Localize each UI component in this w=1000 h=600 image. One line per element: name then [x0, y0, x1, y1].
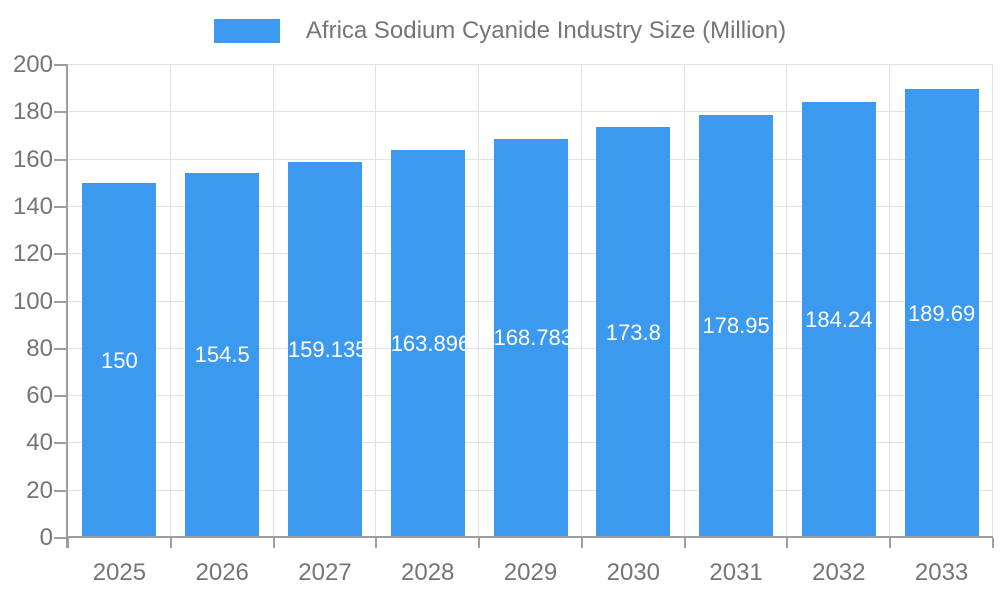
- x-axis-label: 2033: [914, 559, 969, 586]
- y-axis-tick: [54, 395, 68, 397]
- x-axis-tick: [684, 538, 686, 548]
- v-gridline: [375, 65, 376, 538]
- y-axis-label: 100: [12, 288, 53, 315]
- v-gridline: [889, 65, 890, 538]
- bar-value-label: 150: [101, 347, 138, 373]
- x-axis-tick: [170, 538, 172, 548]
- v-gridline: [786, 65, 787, 538]
- x-axis-tick: [992, 538, 994, 548]
- y-axis-label: 160: [12, 146, 53, 173]
- bar-value-label: 159.135: [287, 336, 362, 362]
- v-gridline: [478, 65, 479, 538]
- bar[interactable]: 184.24: [801, 102, 876, 538]
- h-gridline: [68, 64, 993, 65]
- bar[interactable]: 154.5: [185, 172, 260, 538]
- y-axis-tick: [54, 442, 68, 444]
- y-axis-tick: [54, 490, 68, 492]
- y-axis-label: 120: [12, 240, 53, 267]
- x-axis-label: 2032: [812, 559, 866, 586]
- bar-value-label: 184.24: [805, 307, 873, 333]
- x-axis-label: 2025: [92, 559, 147, 586]
- legend-title: Africa Sodium Cyanide Industry Size (Mil…: [305, 17, 787, 44]
- x-axis-label: 2031: [709, 559, 763, 586]
- y-axis-tick: [54, 348, 68, 350]
- y-axis-label: 180: [12, 98, 53, 125]
- bar[interactable]: 168.783: [493, 138, 568, 538]
- bar-value-label: 173.8: [605, 319, 661, 345]
- y-axis-label: 40: [26, 429, 53, 456]
- bar-value-label: 189.69: [907, 300, 976, 326]
- bar-value-label: 154.5: [194, 342, 250, 368]
- x-axis-tick: [273, 538, 275, 548]
- bar[interactable]: 189.69: [904, 89, 979, 538]
- bar-value-label: 168.783: [493, 325, 568, 351]
- y-axis-tick: [54, 206, 68, 208]
- x-axis-label: 2028: [401, 559, 455, 586]
- x-axis-tick: [889, 538, 891, 548]
- x-axis-line: [68, 536, 993, 538]
- v-gridline: [170, 65, 171, 538]
- bar[interactable]: 173.8: [596, 127, 671, 538]
- y-axis-label: 60: [26, 382, 53, 409]
- bar[interactable]: 163.896: [390, 150, 465, 538]
- chart-legend[interactable]: Africa Sodium Cyanide Industry Size (Mil…: [0, 17, 1000, 45]
- v-gridline: [273, 65, 274, 538]
- x-axis-tick: [581, 538, 583, 548]
- bar-value-label: 163.896: [390, 331, 465, 357]
- x-axis-label: 2026: [195, 559, 249, 586]
- y-axis-label: 20: [26, 477, 53, 504]
- y-axis-tick: [54, 159, 68, 161]
- x-axis-label: 2030: [606, 559, 660, 586]
- y-axis-line: [66, 65, 68, 548]
- v-gridline: [581, 65, 582, 538]
- y-axis-label: 200: [12, 51, 53, 78]
- x-axis-label: 2027: [298, 559, 352, 586]
- x-axis-tick: [786, 538, 788, 548]
- bar-value-label: 178.95: [702, 313, 770, 339]
- bar[interactable]: 159.135: [287, 161, 362, 538]
- y-axis-tick: [54, 64, 68, 66]
- y-axis-tick: [54, 253, 68, 255]
- bar[interactable]: 178.95: [699, 114, 774, 538]
- x-axis-tick: [478, 538, 480, 548]
- y-axis-label: 140: [12, 193, 53, 220]
- x-axis-label: 2029: [503, 559, 558, 586]
- v-gridline: [992, 65, 993, 538]
- h-gridline: [68, 111, 993, 112]
- y-axis-label: 0: [39, 524, 53, 551]
- bar[interactable]: 150: [82, 183, 157, 539]
- y-axis-label: 80: [26, 335, 53, 362]
- y-axis-tick: [54, 111, 68, 113]
- legend-color-swatch: [213, 19, 280, 43]
- y-axis-tick: [54, 537, 68, 539]
- x-axis-tick: [67, 538, 69, 548]
- x-axis-tick: [375, 538, 377, 548]
- v-gridline: [684, 65, 685, 538]
- y-axis-tick: [54, 301, 68, 303]
